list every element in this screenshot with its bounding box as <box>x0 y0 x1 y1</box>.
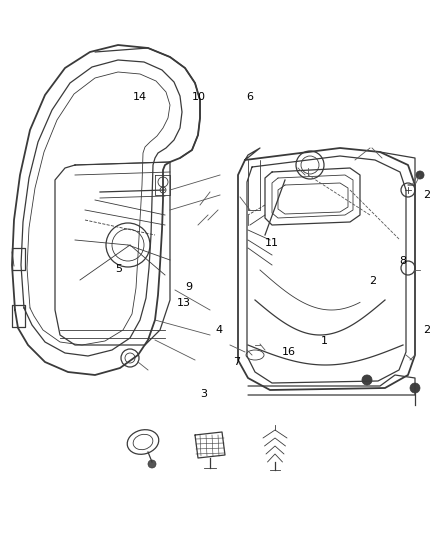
Circle shape <box>416 171 424 179</box>
Text: 13: 13 <box>177 298 191 308</box>
Text: 8: 8 <box>399 256 406 266</box>
Text: 6: 6 <box>246 92 253 102</box>
Text: 2: 2 <box>424 190 431 199</box>
Circle shape <box>148 460 156 468</box>
Text: 2: 2 <box>424 326 431 335</box>
Text: 9: 9 <box>185 282 192 292</box>
Text: 7: 7 <box>233 358 240 367</box>
Text: 1: 1 <box>321 336 328 346</box>
Text: 2: 2 <box>369 277 376 286</box>
Text: 4: 4 <box>215 326 223 335</box>
Text: 11: 11 <box>265 238 279 247</box>
Circle shape <box>362 375 372 385</box>
Text: 14: 14 <box>133 92 147 102</box>
Text: 16: 16 <box>282 347 296 357</box>
Text: 5: 5 <box>115 264 122 274</box>
Circle shape <box>410 383 420 393</box>
Text: 3: 3 <box>200 390 207 399</box>
Text: 10: 10 <box>192 92 206 102</box>
